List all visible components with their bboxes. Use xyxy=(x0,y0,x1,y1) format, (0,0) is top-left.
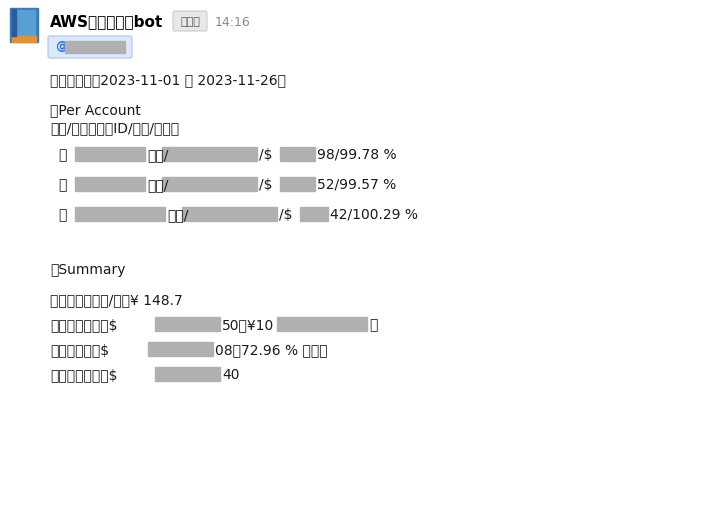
Text: ）: ） xyxy=(369,318,378,332)
Text: ・本日の米ドル/円：¥ 148.7: ・本日の米ドル/円：¥ 148.7 xyxy=(50,293,183,307)
Bar xyxy=(155,317,220,331)
Bar xyxy=(155,367,220,381)
Bar xyxy=(12,36,36,42)
Text: 環境/アカウントID/実績/前日比: 環境/アカウントID/実績/前日比 xyxy=(50,121,179,135)
Text: ・予算　　　：$: ・予算 ：$ xyxy=(50,318,118,332)
Text: 〇Summary: 〇Summary xyxy=(50,263,126,277)
Text: 52/99.57 %: 52/99.57 % xyxy=(317,178,396,192)
Text: @: @ xyxy=(55,41,67,53)
Text: ・: ・ xyxy=(58,178,66,192)
Bar xyxy=(65,41,125,53)
Text: ・: ・ xyxy=(58,208,66,222)
Bar xyxy=(280,147,315,161)
Text: 環境/: 環境/ xyxy=(167,208,188,222)
Bar xyxy=(280,177,315,191)
Bar xyxy=(12,9,16,36)
Text: 環境/: 環境/ xyxy=(147,178,169,192)
Text: 42/100.29 %: 42/100.29 % xyxy=(330,208,418,222)
Text: /$: /$ xyxy=(259,178,273,192)
Text: 08（72.96 % 消費）: 08（72.96 % 消費） xyxy=(215,343,327,357)
Text: 14:16: 14:16 xyxy=(215,16,251,29)
Bar xyxy=(148,342,213,356)
Text: アプリ: アプリ xyxy=(180,17,200,27)
FancyBboxPatch shape xyxy=(48,36,132,58)
Text: ・合計実績：$: ・合計実績：$ xyxy=(50,343,109,357)
Bar xyxy=(182,207,277,221)
Text: /$: /$ xyxy=(259,148,273,162)
Bar xyxy=(75,207,165,221)
Text: 環境/: 環境/ xyxy=(147,148,169,162)
Bar xyxy=(75,177,145,191)
Bar xyxy=(10,8,38,42)
Bar xyxy=(162,177,257,191)
Text: ・: ・ xyxy=(58,148,66,162)
Text: ・予測　　　：$: ・予測 ：$ xyxy=(50,368,118,382)
Bar xyxy=(277,317,367,331)
Text: 50（¥10: 50（¥10 xyxy=(222,318,274,332)
Bar xyxy=(75,147,145,161)
Text: AWS利用料通知bot: AWS利用料通知bot xyxy=(50,15,163,30)
Text: /$: /$ xyxy=(279,208,292,222)
Text: 40: 40 xyxy=(222,368,240,382)
Text: 98/99.78 %: 98/99.78 % xyxy=(317,148,396,162)
Text: 〇Per Account: 〇Per Account xyxy=(50,103,141,117)
FancyBboxPatch shape xyxy=(173,11,207,31)
Bar xyxy=(162,147,257,161)
Bar xyxy=(13,10,35,40)
Bar xyxy=(300,207,328,221)
Text: 〇期間：　【2023-11-01 ～ 2023-11-26】: 〇期間： 【2023-11-01 ～ 2023-11-26】 xyxy=(50,73,286,87)
